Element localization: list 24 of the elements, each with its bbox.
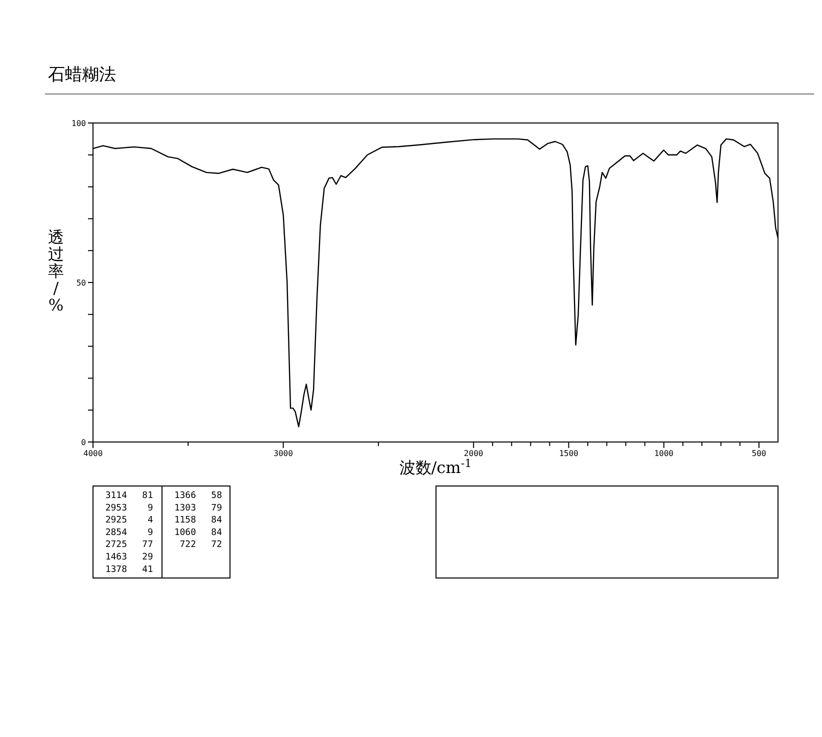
x-tick-label: 1500 <box>559 449 579 458</box>
x-tick-label: 500 <box>752 449 766 458</box>
text: 2725 77 <box>105 540 153 550</box>
text: 2854 9 <box>105 528 153 538</box>
x-tick-label: 2000 <box>464 449 484 458</box>
y-tick-label: 100 <box>72 118 86 128</box>
x-tick-label: 1000 <box>654 449 674 458</box>
text: 2953 9 <box>105 503 153 514</box>
text: 1158 84 <box>174 516 222 526</box>
x-tick-label: 4000 <box>83 449 103 458</box>
text: 722 72 <box>180 540 222 550</box>
text: 1366 58 <box>174 491 222 501</box>
text: 1303 79 <box>174 503 222 514</box>
chart-title: 石蜡糊法 <box>48 65 116 85</box>
x-axis-title: 波数/cm$^{-1}$ <box>399 456 472 477</box>
text: 1060 84 <box>174 528 222 538</box>
text: 1463 29 <box>105 552 153 562</box>
y-tick-label: 0 <box>81 438 86 447</box>
text: 1378 41 <box>105 564 153 575</box>
y-tick-label: 50 <box>76 278 86 288</box>
text: 2925 4 <box>105 516 153 526</box>
text: 3114 81 <box>105 491 153 501</box>
y-axis-title: 透过率/% <box>48 228 64 314</box>
x-tick-label: 3000 <box>274 449 294 458</box>
